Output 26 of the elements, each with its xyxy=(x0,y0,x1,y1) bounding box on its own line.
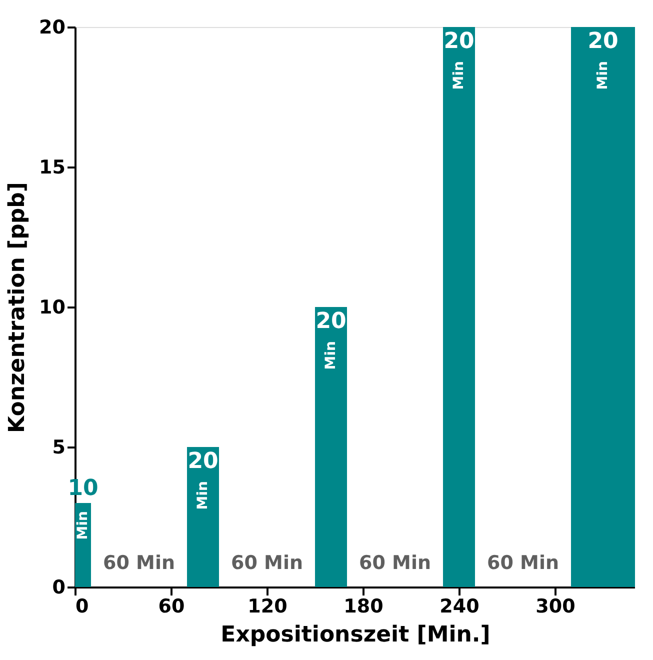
annotation: 60 Min xyxy=(358,552,432,574)
y-axis-title: Konzentration [ppb] xyxy=(5,182,30,433)
annotation: 60 Min xyxy=(102,552,176,574)
annotation: 20 xyxy=(444,29,474,54)
y-tick-label: 5 xyxy=(52,436,66,458)
annotation: Min xyxy=(451,61,467,90)
y-tick-label: 0 xyxy=(52,576,66,598)
annotation: Min xyxy=(323,341,339,370)
annotation: 20 xyxy=(588,29,618,54)
x-axis-title: Expositionszeit [Min.] xyxy=(220,622,490,648)
x-tick-label: 300 xyxy=(536,596,576,618)
x-tick-label: 180 xyxy=(344,596,384,618)
y-tick-label: 15 xyxy=(39,156,66,178)
annotation: 60 Min xyxy=(486,552,560,574)
annotation: Min xyxy=(75,511,91,540)
x-tick-label: 120 xyxy=(248,596,288,618)
annotation: Min xyxy=(595,61,611,90)
x-tick-label: 0 xyxy=(76,596,89,618)
x-tick-label: 60 xyxy=(158,596,185,618)
annotation: Min xyxy=(195,481,211,510)
x-tick-label: 240 xyxy=(440,596,480,618)
annotation: 20 xyxy=(188,449,218,474)
annotation: 20 xyxy=(316,309,346,334)
y-tick-label: 10 xyxy=(39,296,66,318)
y-tick-label: 20 xyxy=(39,16,66,38)
annotation: 60 Min xyxy=(230,552,304,574)
